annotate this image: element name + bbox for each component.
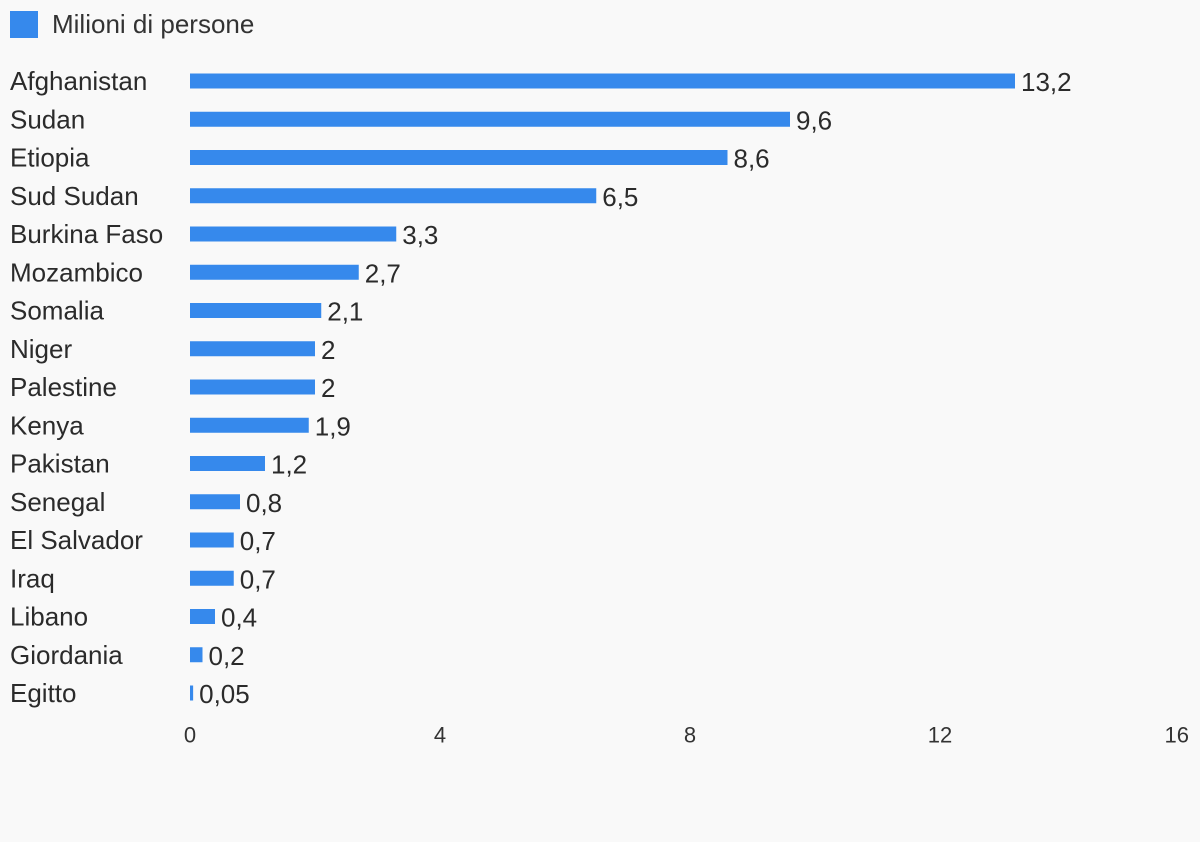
value-label: 0,4 xyxy=(221,603,257,633)
bar xyxy=(190,609,215,624)
bar xyxy=(190,647,203,663)
value-label: 8,6 xyxy=(734,144,770,174)
legend-label: Milioni di persone xyxy=(52,9,255,39)
value-label: 0,05 xyxy=(199,679,250,709)
bar xyxy=(190,264,359,280)
category-label: Libano xyxy=(10,602,88,632)
category-label: Sud Sudan xyxy=(10,181,139,211)
bar xyxy=(190,685,194,701)
value-label: 9,6 xyxy=(796,105,832,135)
bar xyxy=(190,150,728,165)
value-label: 1,2 xyxy=(271,450,307,480)
value-label: 0,8 xyxy=(246,488,282,518)
category-label: Egitto xyxy=(10,678,77,708)
category-label: Somalia xyxy=(10,296,104,326)
legend-swatch xyxy=(10,10,38,38)
value-label: 3,3 xyxy=(402,220,438,250)
category-label: Kenya xyxy=(10,410,84,440)
category-label: Sudan xyxy=(10,104,85,134)
bar xyxy=(190,111,790,127)
category-label: Niger xyxy=(10,334,72,364)
x-tick-label: 16 xyxy=(1165,723,1189,748)
category-label: Palestine xyxy=(10,372,117,402)
value-label: 13,2 xyxy=(1021,67,1072,97)
value-label: 2 xyxy=(321,335,335,365)
bar xyxy=(190,303,322,318)
value-label: 0,2 xyxy=(209,641,245,671)
category-label: Giordania xyxy=(10,640,123,670)
bar xyxy=(190,532,234,548)
category-label: Senegal xyxy=(10,487,105,517)
bar xyxy=(190,456,265,471)
bar xyxy=(190,379,315,395)
legend: Milioni di persone xyxy=(10,9,255,39)
x-tick-label: 12 xyxy=(928,723,952,748)
value-label: 1,9 xyxy=(315,411,351,441)
category-label: Burkina Faso xyxy=(10,219,163,249)
bar xyxy=(190,341,315,357)
value-label: 2 xyxy=(321,373,335,403)
value-label: 0,7 xyxy=(240,526,276,556)
bar xyxy=(190,570,234,586)
bar xyxy=(190,188,597,204)
category-label: Iraq xyxy=(10,563,55,593)
value-label: 2,1 xyxy=(327,297,363,327)
value-label: 0,7 xyxy=(240,564,276,594)
bar xyxy=(190,226,397,242)
value-label: 6,5 xyxy=(602,182,638,212)
x-tick-label: 8 xyxy=(684,723,696,748)
category-label: Afghanistan xyxy=(10,66,147,96)
bar xyxy=(190,73,1015,89)
x-tick-label: 0 xyxy=(184,723,196,748)
category-label: Pakistan xyxy=(10,449,110,479)
category-label: El Salvador xyxy=(10,525,143,555)
bar xyxy=(190,417,309,433)
category-label: Etiopia xyxy=(10,143,90,173)
x-tick-label: 4 xyxy=(434,723,446,748)
value-label: 2,7 xyxy=(365,258,401,288)
bar xyxy=(190,494,240,510)
category-label: Mozambico xyxy=(10,257,143,287)
